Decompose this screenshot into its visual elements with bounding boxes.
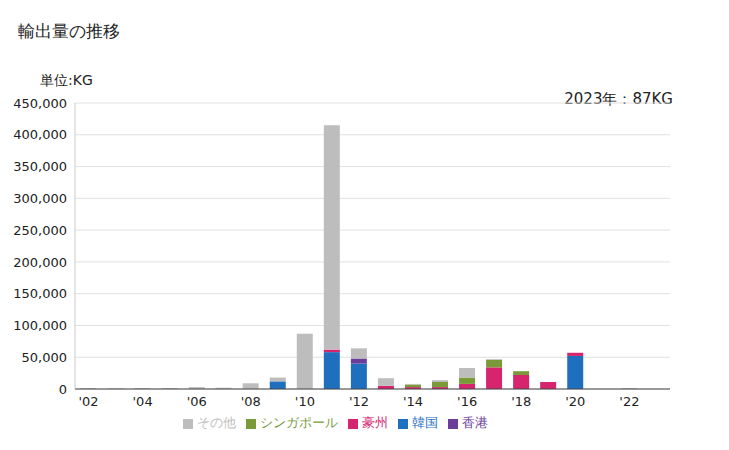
- svg-text:400,000: 400,000: [13, 127, 67, 142]
- svg-text:'12: '12: [349, 394, 369, 409]
- svg-text:50,000: 50,000: [22, 350, 68, 365]
- svg-text:'02: '02: [78, 394, 98, 409]
- svg-text:'18: '18: [511, 394, 531, 409]
- svg-text:'22: '22: [619, 394, 639, 409]
- html-text:その他: その他: [196, 415, 236, 430]
- html-text:シンガポール: シンガポール: [259, 415, 338, 430]
- svg-text:'06: '06: [187, 394, 207, 409]
- svg-text:450,000: 450,000: [13, 96, 67, 111]
- svg-text:'14: '14: [403, 394, 423, 409]
- svg-text:350,000: 350,000: [13, 159, 67, 174]
- html-text:豪州: 豪州: [361, 415, 388, 430]
- svg-text:100,000: 100,000: [13, 318, 67, 333]
- svg-text:'10: '10: [295, 394, 315, 409]
- html-text:輸出量の推移: 輸出量の推移: [18, 21, 120, 41]
- svg-text:'20: '20: [565, 394, 585, 409]
- svg-text:0: 0: [59, 382, 67, 397]
- html-text:韓国: 韓国: [411, 415, 438, 430]
- html-text:2023年：87KG: 2023年：87KG: [564, 90, 673, 108]
- svg-text:'08: '08: [241, 394, 261, 409]
- svg-text:250,000: 250,000: [13, 223, 67, 238]
- svg-text:200,000: 200,000: [13, 255, 67, 270]
- svg-text:'04: '04: [133, 394, 153, 409]
- svg-text:150,000: 150,000: [13, 286, 67, 301]
- html-text:単位:KG: 単位:KG: [40, 72, 93, 88]
- svg-text:'16: '16: [457, 394, 477, 409]
- html-text:香港: 香港: [461, 415, 488, 430]
- svg-text:300,000: 300,000: [13, 191, 67, 206]
